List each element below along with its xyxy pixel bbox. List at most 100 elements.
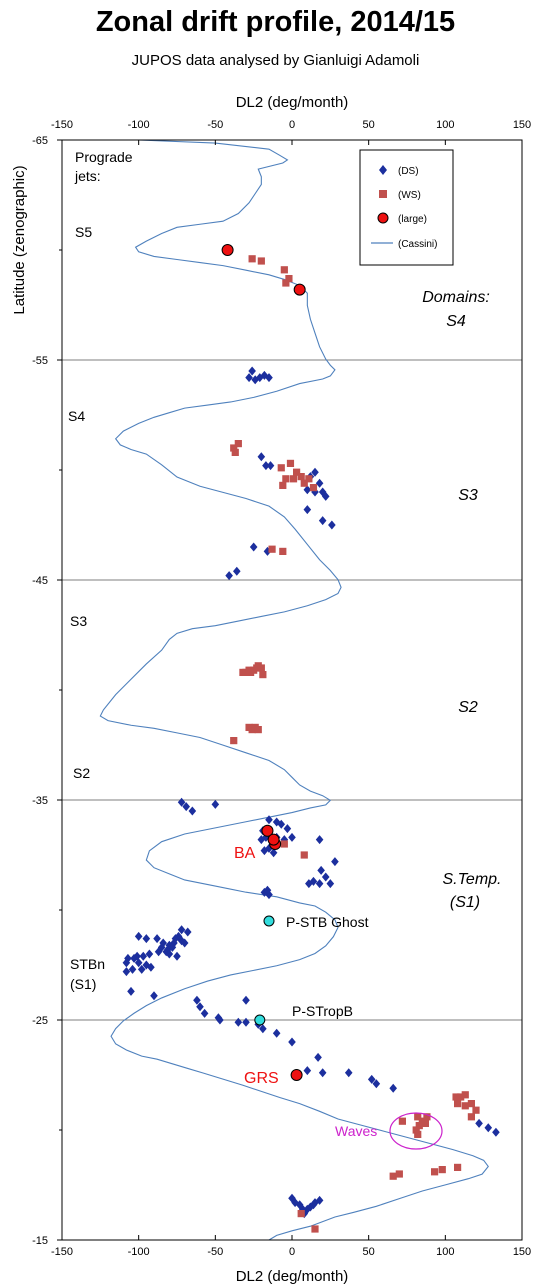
- ds-point: [303, 485, 312, 495]
- ds-point: [260, 370, 269, 380]
- ds-point: [288, 1193, 296, 1203]
- ds-point: [188, 806, 197, 816]
- ws-point: [467, 1100, 475, 1108]
- ws-point: [423, 1113, 431, 1121]
- large-spot-point: [267, 833, 280, 846]
- ds-point: [318, 1068, 327, 1078]
- ws-point: [311, 1225, 319, 1233]
- ws-point: [305, 475, 313, 483]
- ds-point: [311, 467, 319, 477]
- x-tick-label-bottom: 50: [363, 1246, 375, 1258]
- jet-label-s1: (S1): [70, 976, 96, 992]
- ws-point: [395, 1170, 403, 1178]
- ds-point: [234, 1017, 243, 1027]
- ds-point: [260, 887, 269, 897]
- legend-marker-large: [377, 212, 389, 224]
- ds-point: [344, 1068, 353, 1078]
- ds-point: [372, 1079, 381, 1089]
- ws-point: [280, 266, 288, 274]
- ws-point: [309, 484, 318, 492]
- ds-point: [154, 947, 163, 957]
- ds-point: [305, 879, 313, 889]
- domain-label-s3: S3: [458, 487, 478, 504]
- ds-point: [288, 1037, 296, 1047]
- x-tick-label-top: -50: [207, 119, 223, 131]
- y-tick-label: -25: [32, 1015, 48, 1027]
- y-tick-label: -65: [32, 135, 48, 147]
- ws-point: [297, 1210, 305, 1218]
- ds-point: [291, 1198, 299, 1208]
- ds-point: [177, 925, 186, 935]
- ds-point: [256, 373, 264, 383]
- ds-point: [317, 865, 325, 875]
- data-points: [122, 244, 500, 1233]
- ds-point: [245, 373, 253, 383]
- ds-point: [315, 1195, 324, 1205]
- large-spot-point: [293, 283, 306, 296]
- ws-point: [282, 279, 290, 287]
- annotation-waves: Waves: [335, 1123, 377, 1139]
- ws-point: [461, 1102, 469, 1110]
- ds-point: [242, 995, 250, 1005]
- ds-point: [233, 566, 241, 576]
- ds-point: [272, 1028, 281, 1038]
- domain-label-title: Domains:: [422, 289, 490, 306]
- x-axis-label-bottom: DL2 (deg/month): [236, 1268, 349, 1285]
- ds-point: [134, 931, 143, 941]
- ds-point: [266, 461, 275, 471]
- axis-ticks: -150 -150 -100 -100 -50 -50 0 0 50 50 100 100 150 150…: [32, 119, 531, 1258]
- domain-label-s1: (S1): [450, 894, 480, 911]
- ds-point: [315, 879, 324, 889]
- jet-label-s3: S3: [70, 613, 87, 629]
- ds-point: [173, 951, 181, 961]
- ds-point: [259, 1024, 267, 1034]
- y-tick-label: -55: [32, 355, 48, 367]
- ws-point: [398, 1117, 406, 1125]
- ds-point: [122, 967, 131, 977]
- ds-point: [251, 375, 259, 385]
- domain-label-stemp: S.Temp.: [443, 871, 502, 888]
- cassini-profile-line: [99, 139, 489, 1241]
- ds-point: [134, 958, 143, 968]
- legend: (DS) (WS) (large) (Cassini): [359, 149, 454, 266]
- ws-point: [257, 257, 265, 265]
- legend-label-ds: (DS): [398, 166, 419, 177]
- ds-point: [153, 934, 161, 944]
- x-tick-label-bottom: 100: [436, 1246, 454, 1258]
- ws-point: [282, 475, 290, 483]
- ds-point: [492, 1127, 500, 1137]
- ds-point: [196, 1002, 204, 1012]
- legend-label-large: (large): [398, 214, 427, 225]
- ds-point: [137, 964, 146, 974]
- ds-point: [139, 951, 148, 961]
- jet-label-jets: jets:: [74, 168, 101, 184]
- ws-point: [254, 726, 262, 734]
- ws-point: [259, 671, 267, 679]
- ds-point: [122, 958, 131, 968]
- ds-point: [318, 487, 327, 497]
- x-tick-label-bottom: 0: [289, 1246, 295, 1258]
- ws-point: [268, 545, 276, 553]
- ds-point: [331, 857, 339, 867]
- x-tick-label-bottom: -150: [51, 1246, 73, 1258]
- ds-point: [288, 832, 296, 842]
- jet-label-s2: S2: [73, 765, 90, 781]
- ws-point: [286, 459, 295, 467]
- jet-label-stbn: STBn: [70, 956, 105, 972]
- y-tick-label: -35: [32, 795, 48, 807]
- ds-point: [257, 835, 266, 845]
- ws-point: [431, 1168, 439, 1176]
- x-tick-label-top: -100: [128, 119, 150, 131]
- ws-point: [412, 1126, 420, 1134]
- ws-point: [389, 1172, 397, 1180]
- ds-point: [475, 1118, 483, 1128]
- jet-label-prograde: Prograde: [75, 149, 133, 165]
- ws-point: [279, 547, 287, 555]
- ws-point: [277, 464, 285, 472]
- annotation-grs: GRS: [244, 1070, 279, 1087]
- ds-point: [150, 991, 158, 1001]
- chart-title: Zonal drift profile, 2014/15: [95, 6, 456, 38]
- ds-point: [159, 938, 167, 948]
- ds-point: [277, 819, 286, 829]
